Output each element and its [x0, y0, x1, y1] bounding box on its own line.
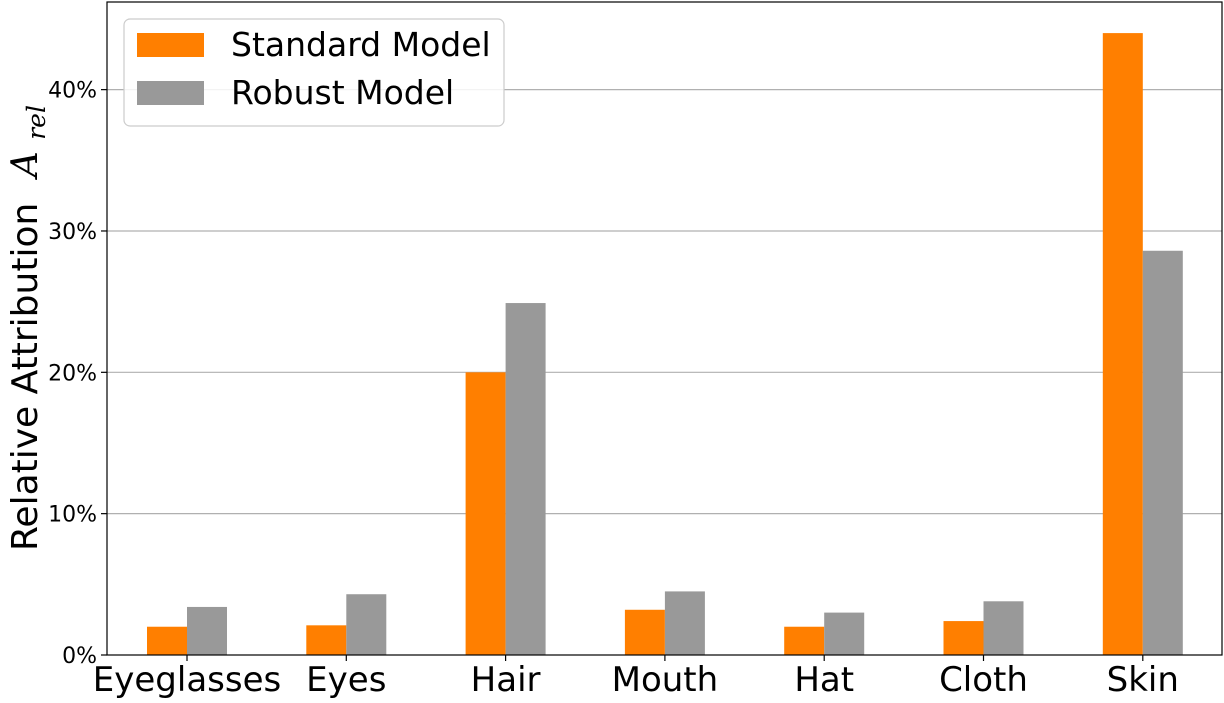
y-tick-label: 40%	[48, 79, 97, 104]
bar-standard-eyeglasses	[147, 626, 187, 655]
x-tick-label: Mouth	[612, 660, 719, 699]
y-tick-label: 20%	[48, 361, 97, 386]
x-tick-label: Skin	[1107, 660, 1179, 699]
bar-robust-eyes	[346, 594, 387, 655]
bar-robust-hair	[505, 303, 546, 655]
legend-label: Standard Model	[231, 25, 491, 64]
y-tick-label: 0%	[62, 644, 97, 669]
legend-box	[123, 18, 505, 127]
legend-swatch	[137, 81, 204, 105]
y-axis-label-subscript: rel	[22, 105, 51, 140]
legend-label: Robust Model	[231, 73, 454, 112]
y-tick-label: 30%	[48, 220, 97, 245]
y-tick-label: 10%	[48, 503, 97, 528]
bar-standard-cloth	[943, 621, 984, 655]
bars	[147, 33, 1183, 656]
y-axis-label-symbol: A	[5, 151, 46, 180]
bar-standard-hair	[465, 372, 506, 655]
bar-standard-mouth	[624, 609, 665, 655]
bar-standard-skin	[1102, 33, 1143, 656]
y-axis-ticks: 0% 10% 20% 30% 40%	[48, 79, 107, 669]
legend-swatch	[137, 33, 204, 57]
x-axis-ticks: Eyeglasses Eyes Hair Mouth Hat Cloth Skin	[93, 655, 1179, 700]
bar-standard-eyes	[306, 625, 347, 655]
bar-robust-hat	[824, 612, 865, 655]
bar-standard-hat	[784, 626, 825, 655]
legend: Standard Model Robust Model	[123, 18, 505, 127]
y-axis-title: Relative Attribution A rel	[5, 105, 51, 551]
bar-robust-cloth	[983, 601, 1024, 655]
x-tick-label: Hair	[471, 660, 541, 699]
bar-robust-skin	[1142, 250, 1183, 655]
x-tick-label: Hat	[794, 660, 854, 699]
y-axis-label-text: Relative Attribution	[5, 203, 46, 551]
bar-robust-eyeglasses	[187, 606, 227, 655]
x-tick-label: Cloth	[939, 660, 1028, 699]
x-tick-label: Eyes	[306, 660, 386, 699]
gridlines	[107, 89, 1222, 515]
y-axis-label: Relative Attribution A rel	[5, 105, 51, 551]
x-tick-label: Eyeglasses	[93, 660, 281, 699]
bar-robust-mouth	[664, 591, 705, 655]
